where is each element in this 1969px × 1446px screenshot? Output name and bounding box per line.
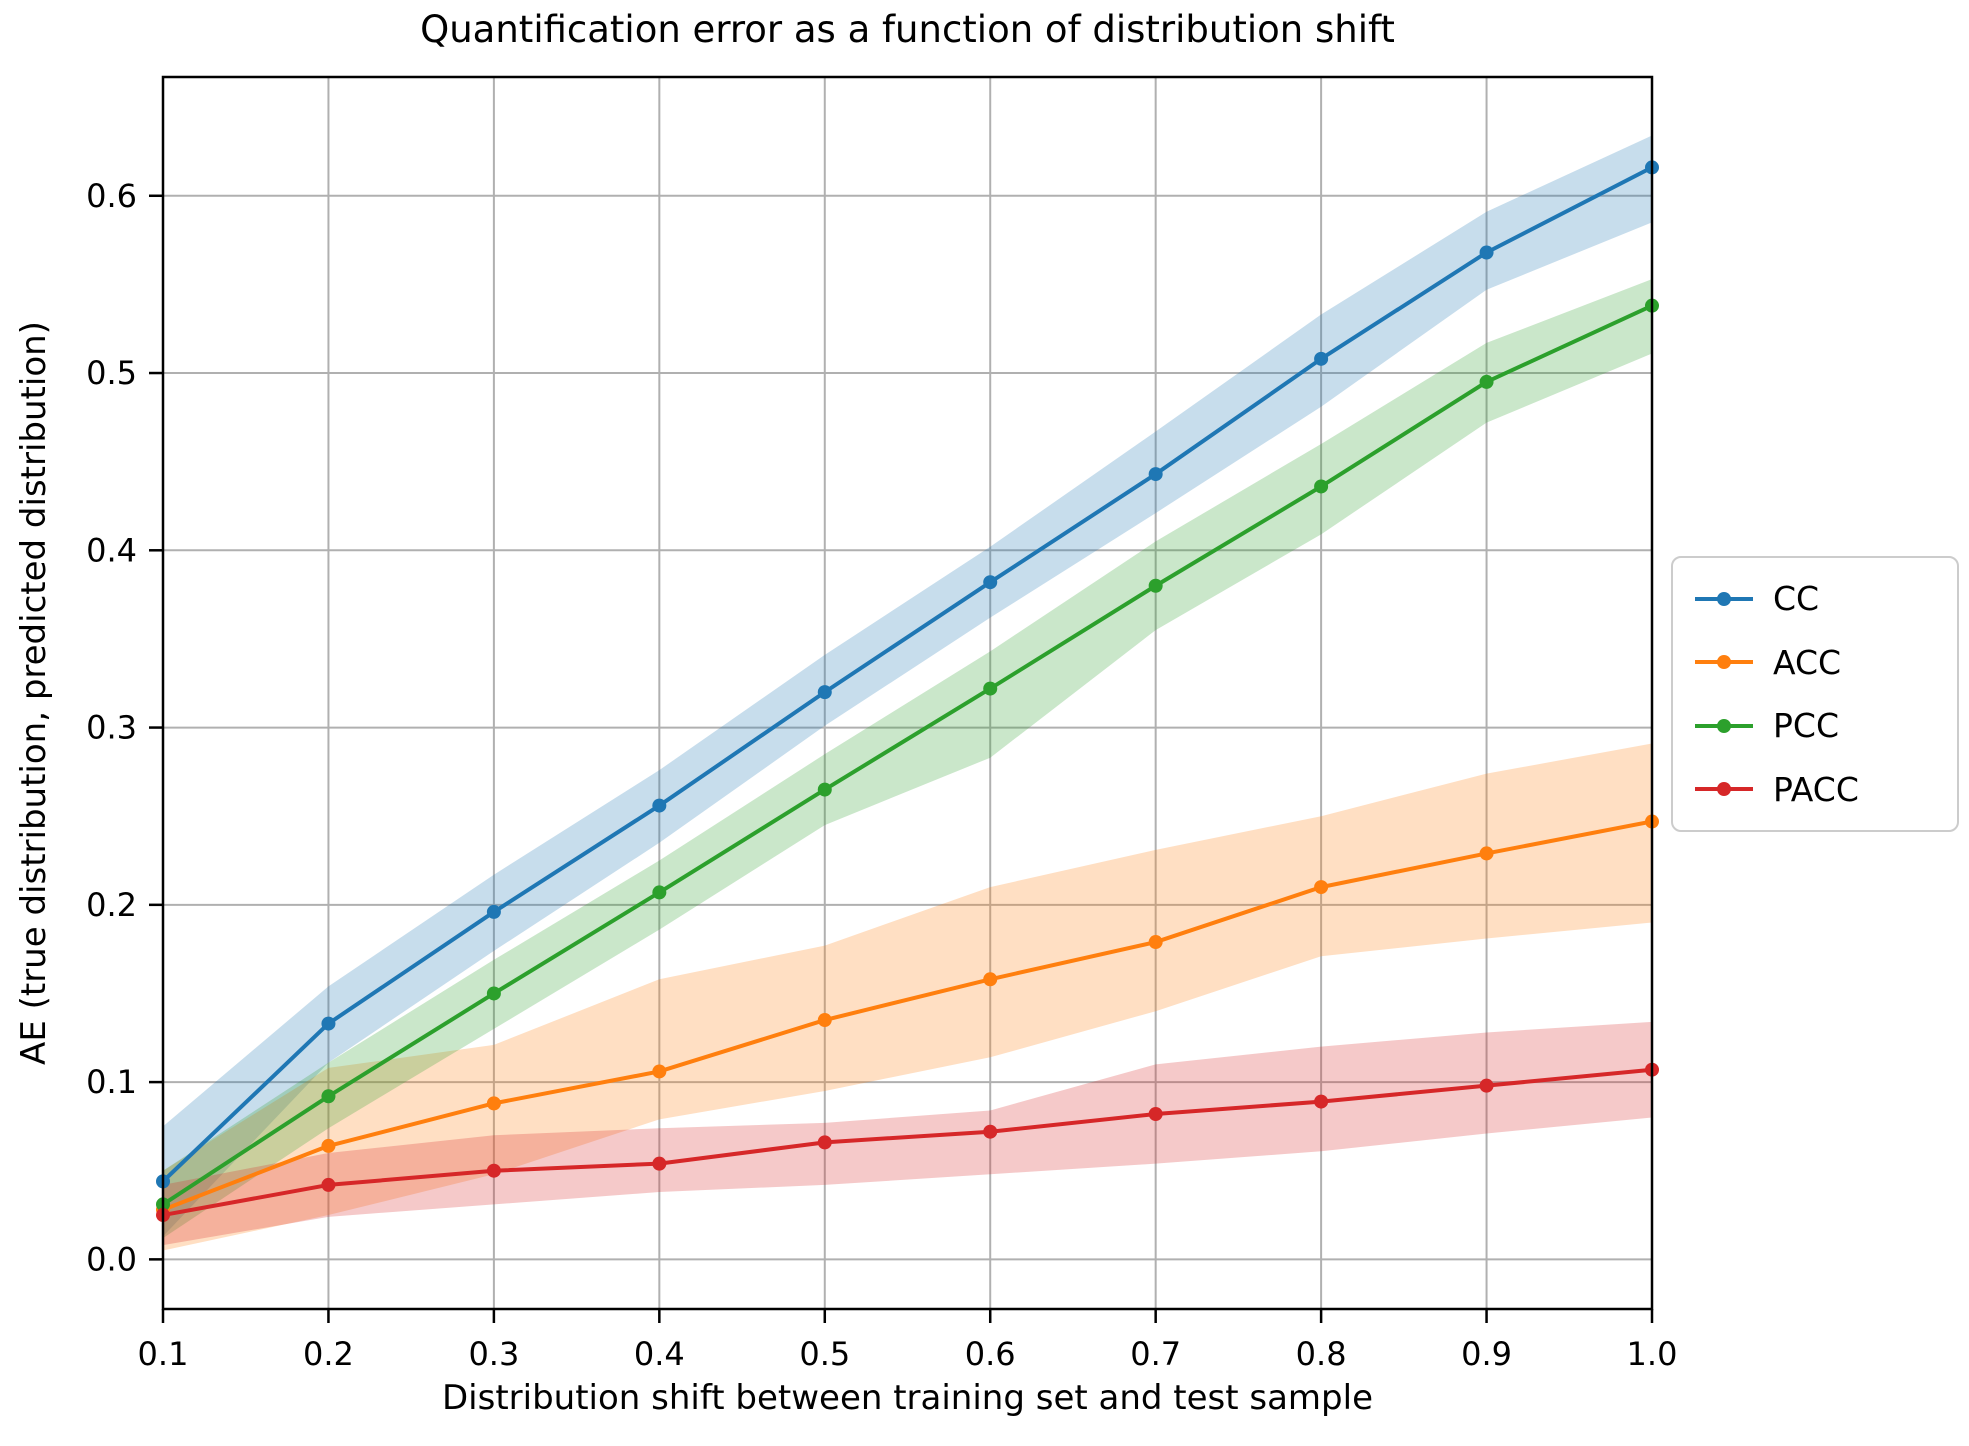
marker-CC bbox=[652, 798, 667, 813]
marker-ACC bbox=[1314, 880, 1329, 895]
x-tick-label: 0.2 bbox=[303, 1335, 354, 1373]
series-line-PCC bbox=[161, 303, 1654, 1207]
marker-PCC bbox=[486, 986, 501, 1001]
y-tick-label: 0.3 bbox=[86, 709, 137, 747]
marker-PACC bbox=[321, 1177, 336, 1192]
y-tick-label: 0.1 bbox=[86, 1063, 137, 1101]
legend-label: CC bbox=[1773, 579, 1820, 619]
marker-PACC bbox=[983, 1124, 998, 1139]
legend-label: PACC bbox=[1773, 769, 1859, 809]
legend-marker-dot bbox=[1717, 591, 1731, 606]
marker-ACC bbox=[817, 1013, 832, 1028]
marker-PACC bbox=[486, 1163, 501, 1178]
marker-PCC bbox=[817, 782, 832, 797]
marker-PCC bbox=[652, 885, 667, 900]
marker-ACC bbox=[1479, 846, 1494, 861]
marker-PCC bbox=[1479, 374, 1494, 389]
series-line-CC bbox=[161, 165, 1654, 1184]
x-tick-label: 0.4 bbox=[634, 1335, 685, 1373]
marker-PCC bbox=[983, 681, 998, 696]
legend-label: PCC bbox=[1773, 706, 1839, 746]
chart-title: Quantification error as a function of di… bbox=[420, 8, 1395, 51]
legend-item-PCC: PCC bbox=[1695, 697, 1957, 755]
band-PACC bbox=[163, 1021, 1652, 1246]
x-tick-label: 0.7 bbox=[1130, 1335, 1181, 1373]
marker-PACC bbox=[652, 1156, 667, 1171]
x-tick-label: 0.6 bbox=[965, 1335, 1016, 1373]
marker-CC bbox=[1314, 351, 1329, 366]
x-tick-label: 0.3 bbox=[468, 1335, 519, 1373]
marker-PACC bbox=[1479, 1078, 1494, 1093]
legend-marker-dot bbox=[1717, 782, 1731, 797]
legend-label: ACC bbox=[1773, 642, 1842, 682]
x-tick-label: 0.9 bbox=[1461, 1335, 1512, 1373]
legend-line-sample bbox=[1695, 782, 1753, 797]
y-tick-label: 0.5 bbox=[86, 354, 137, 392]
y-axis-label: AE (true distribution, predicted distrib… bbox=[14, 321, 54, 1065]
marker-PCC bbox=[1314, 479, 1329, 494]
marker-ACC bbox=[652, 1064, 667, 1079]
legend-line-sample bbox=[1695, 591, 1753, 606]
band-PCC bbox=[163, 279, 1652, 1239]
marker-CC bbox=[983, 575, 998, 590]
y-tick-label: 0.0 bbox=[86, 1240, 137, 1278]
x-tick-label: 1.0 bbox=[1627, 1335, 1678, 1373]
marker-PCC bbox=[321, 1089, 336, 1104]
marker-PACC bbox=[1314, 1094, 1329, 1109]
y-tick-label: 0.2 bbox=[86, 886, 137, 924]
marker-ACC bbox=[1148, 935, 1163, 950]
legend-line-sample bbox=[1695, 655, 1753, 670]
series-line-ACC bbox=[161, 819, 1654, 1212]
legend-line-sample bbox=[1695, 718, 1753, 733]
marker-CC bbox=[1479, 245, 1494, 260]
marker-CC bbox=[321, 1016, 336, 1031]
x-axis-label: Distribution shift between training set … bbox=[442, 1378, 1373, 1418]
x-tick-label: 0.8 bbox=[1296, 1335, 1347, 1373]
legend-marker-dot bbox=[1717, 718, 1731, 733]
legend-item-CC: CC bbox=[1695, 570, 1957, 628]
x-tick-label: 0.1 bbox=[138, 1335, 189, 1373]
marker-ACC bbox=[486, 1096, 501, 1111]
legend-item-ACC: ACC bbox=[1695, 633, 1957, 691]
marker-CC bbox=[817, 685, 832, 700]
band-CC bbox=[163, 135, 1652, 1237]
x-tick-label: 0.5 bbox=[799, 1335, 850, 1373]
marker-CC bbox=[1148, 467, 1163, 482]
marker-PACC bbox=[1148, 1107, 1163, 1122]
marker-CC bbox=[486, 904, 501, 919]
series-line-PACC bbox=[161, 1067, 1654, 1218]
marker-ACC bbox=[321, 1138, 336, 1153]
marker-PCC bbox=[1148, 578, 1163, 593]
marker-PACC bbox=[817, 1135, 832, 1150]
legend: CC ACC PCC PACC bbox=[1671, 556, 1959, 832]
legend-marker-dot bbox=[1717, 655, 1731, 670]
marker-ACC bbox=[983, 972, 998, 987]
y-tick-label: 0.4 bbox=[86, 531, 137, 569]
plot-border bbox=[161, 75, 1654, 1311]
y-tick-label: 0.6 bbox=[86, 177, 137, 215]
band-ACC bbox=[163, 743, 1652, 1251]
legend-item-PACC: PACC bbox=[1695, 760, 1957, 818]
